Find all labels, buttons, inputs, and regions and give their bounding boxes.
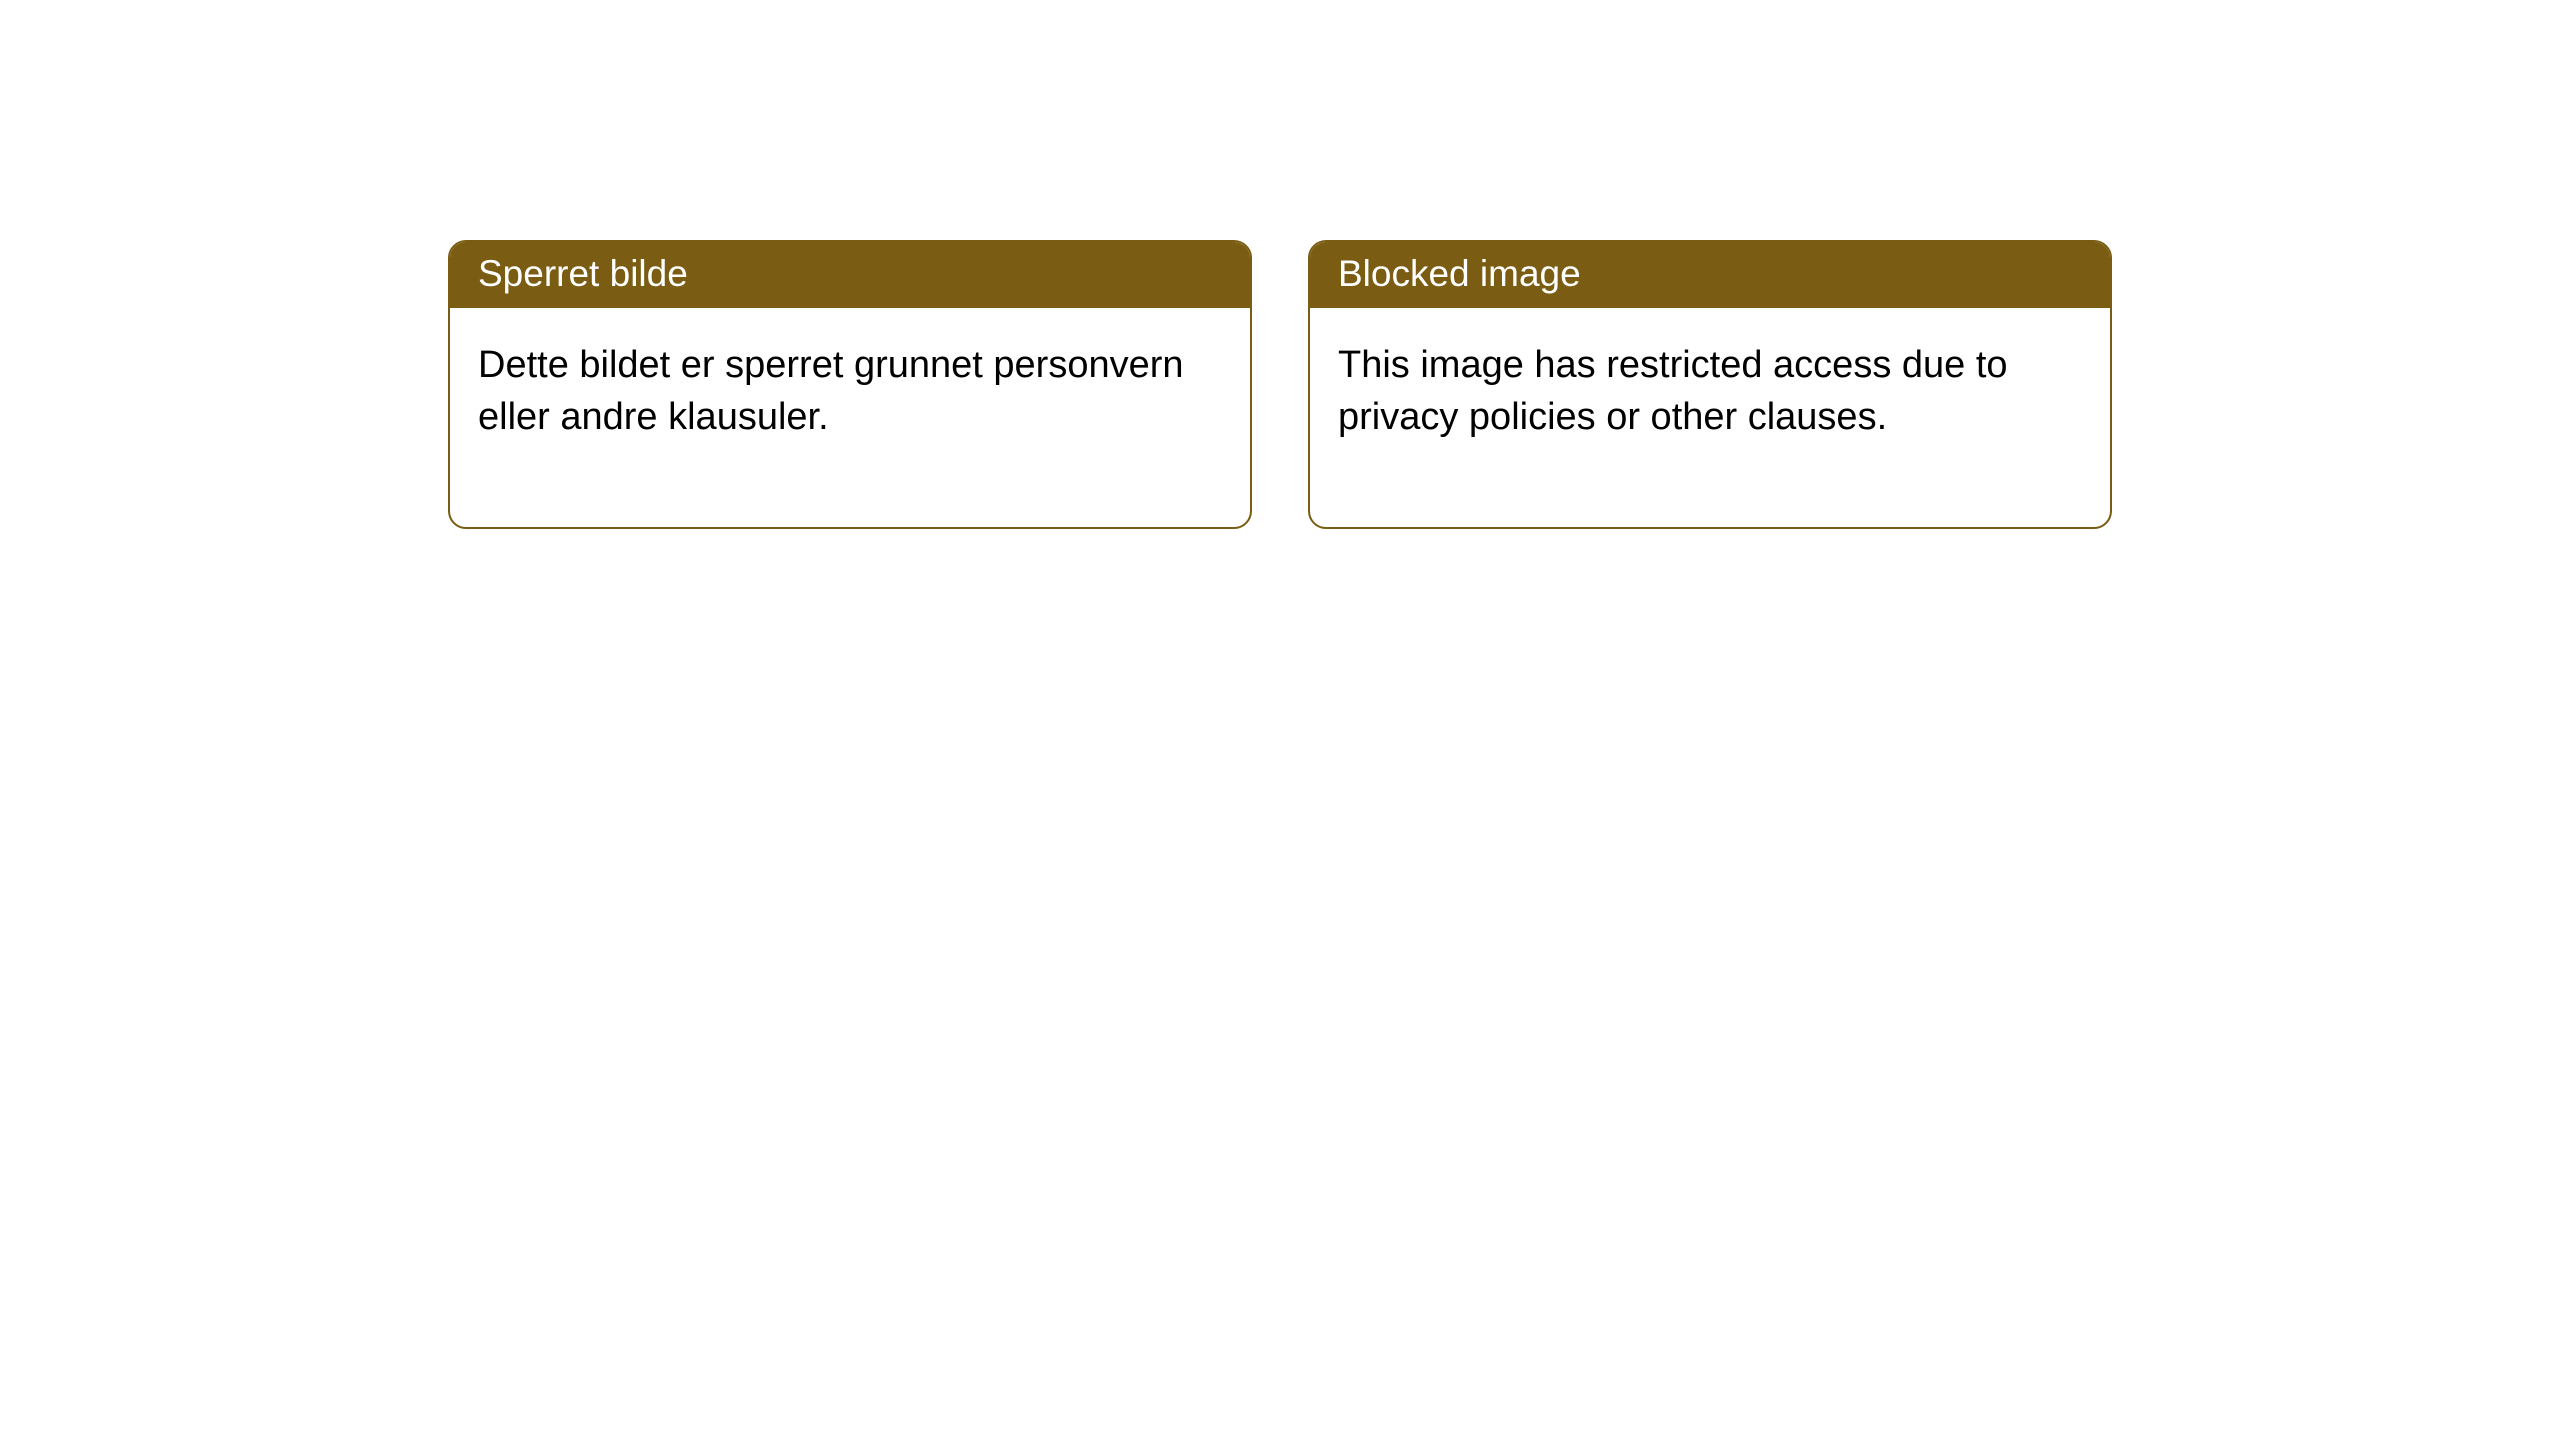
notice-header: Sperret bilde [450, 242, 1250, 308]
notice-card-english: Blocked image This image has restricted … [1308, 240, 2112, 529]
notice-card-norwegian: Sperret bilde Dette bildet er sperret gr… [448, 240, 1252, 529]
notice-body: This image has restricted access due to … [1310, 308, 2110, 527]
notice-header: Blocked image [1310, 242, 2110, 308]
notice-container: Sperret bilde Dette bildet er sperret gr… [0, 0, 2560, 529]
notice-body: Dette bildet er sperret grunnet personve… [450, 308, 1250, 527]
